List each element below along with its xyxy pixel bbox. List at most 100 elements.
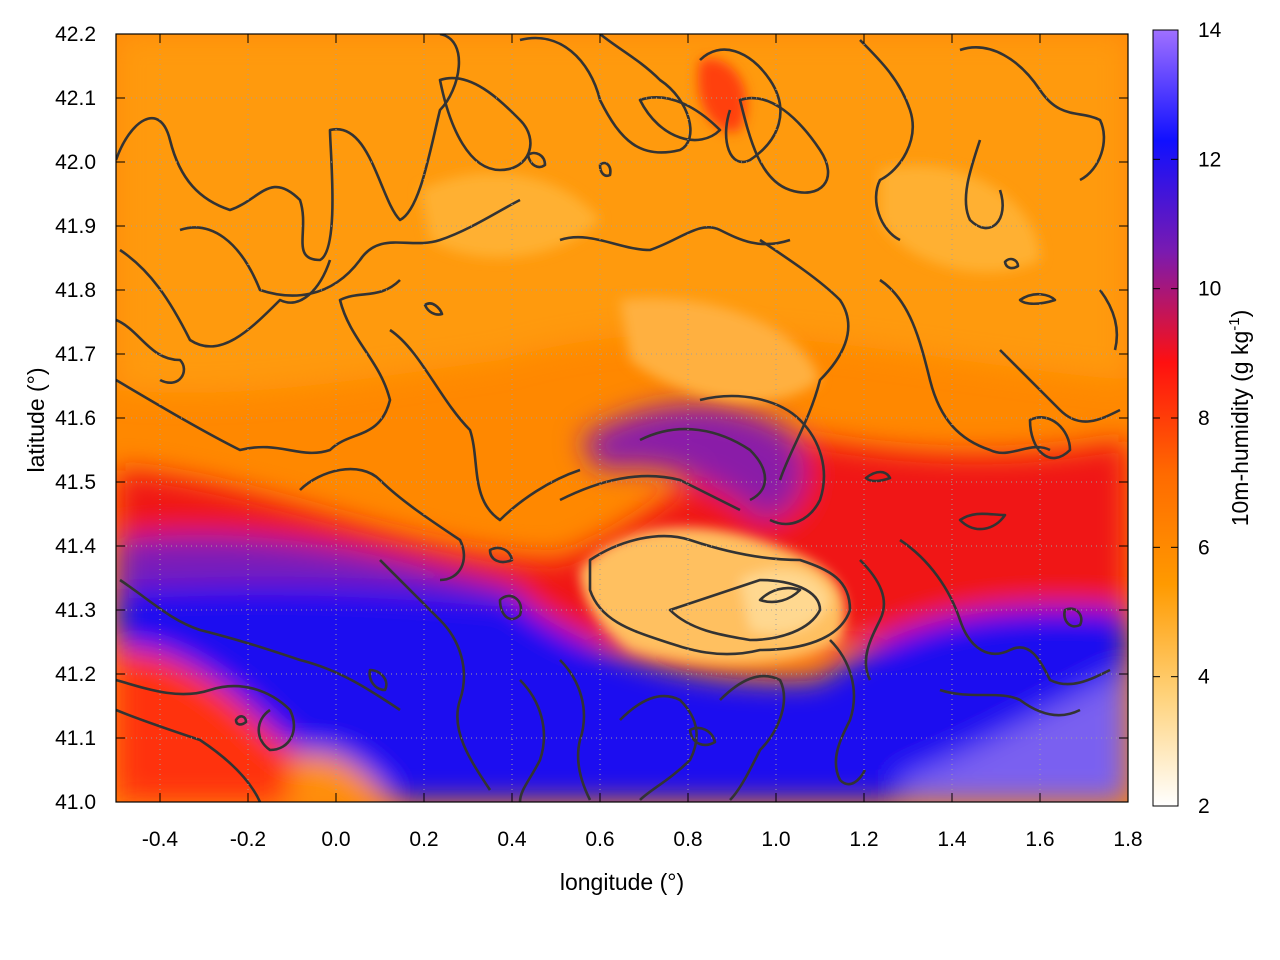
x-tick-label: 1.2 (849, 828, 878, 851)
contour-line (1063, 607, 1083, 628)
contour-line (899, 538, 1111, 686)
contour-line (598, 161, 612, 178)
contour-line (299, 467, 466, 582)
contour-line (368, 668, 388, 692)
x-tick-label: 1.0 (761, 828, 790, 851)
colorbar-title-end: ) (1227, 310, 1253, 318)
contour-line (699, 48, 782, 164)
heatmap-central-driest (740, 569, 830, 634)
contour-line (116, 678, 296, 752)
x-tick-label: 1.6 (1025, 828, 1054, 851)
y-tick-label: 41.2 (55, 663, 96, 686)
contour-line (116, 708, 262, 802)
contour-line (964, 139, 1004, 230)
contour-line (423, 302, 444, 316)
contour-line (116, 34, 461, 262)
heatmap-blue-south (116, 585, 1128, 802)
colorbar-title: 10m-humidity (g kg-1) (1226, 310, 1253, 527)
contour-line (1003, 257, 1020, 270)
colorbar-tick-label: 2 (1198, 795, 1210, 818)
y-tick-label: 41.5 (55, 471, 96, 494)
y-tick-label: 42.2 (55, 23, 96, 46)
contour-line (559, 225, 791, 252)
x-tick-label: -0.4 (142, 828, 179, 851)
x-tick-label: -0.2 (230, 828, 266, 851)
y-tick-label: 42.0 (55, 151, 96, 174)
y-tick-label: 41.9 (55, 215, 96, 238)
contour-line (518, 679, 546, 802)
contour-overlay (116, 34, 1121, 802)
x-tick-label: 1.4 (937, 828, 967, 851)
contour-line (668, 578, 822, 642)
heatmap-red-sw (116, 648, 380, 802)
heatmap-red-ridge-north (698, 58, 747, 132)
y-tick-label: 41.4 (55, 535, 96, 558)
heatmap-yellow-center (620, 298, 820, 402)
contour-line (116, 318, 186, 384)
y-tick-label: 41.0 (55, 791, 96, 814)
y-tick-label: 41.6 (55, 407, 96, 430)
contour-line (829, 639, 867, 786)
contour-line (859, 39, 914, 242)
x-tick-label: 1.8 (1113, 828, 1142, 851)
contour-line (699, 394, 826, 526)
contour-line (519, 34, 692, 154)
contour-line (1098, 289, 1119, 351)
y-tick-label: 41.3 (55, 599, 96, 622)
y-tick-label: 41.1 (55, 727, 96, 750)
y-tick-label: 41.7 (55, 343, 96, 366)
x-tick-label: 0.4 (497, 828, 527, 851)
colorbar-ticks: 2 4 6 8 10 12 14 (1153, 19, 1222, 818)
colorbar-title-superscript: -1 (1226, 317, 1243, 330)
contour-line (958, 512, 1007, 531)
grid (116, 34, 1128, 802)
contour-line (638, 96, 722, 142)
contour-line (688, 726, 717, 747)
contour-line (116, 279, 401, 455)
y-tick-label: 42.1 (55, 87, 96, 110)
x-tick-label: 0.6 (585, 828, 614, 851)
contour-line (1018, 292, 1057, 306)
contour-line (119, 578, 401, 712)
contour-line (588, 534, 852, 656)
x-tick-label: 0.8 (673, 828, 702, 851)
contour-line (959, 46, 1106, 182)
contour-line (719, 674, 786, 801)
colorbar-tick-label: 8 (1198, 407, 1210, 430)
contour-line (559, 474, 741, 512)
contour-line (879, 278, 1051, 455)
colorbar-tick-label: 6 (1198, 536, 1210, 559)
contour-line (389, 328, 581, 522)
y-tick-label: 41.8 (55, 279, 96, 302)
contour-line (498, 594, 523, 621)
heatmap-purple-arc (580, 404, 805, 520)
x-axis: -0.4 -0.2 0.0 0.2 0.4 0.6 0.8 1.0 1.2 1.4 1.6 1.8 (142, 34, 1143, 851)
contour-line (119, 248, 332, 348)
colorbar-title-main: 10m-humidity (g kg (1227, 331, 1253, 527)
contour-line (379, 559, 492, 791)
contour-line (639, 427, 767, 502)
contour-line (939, 688, 1081, 717)
colorbar-tick-label: 14 (1198, 19, 1222, 42)
contour-line (234, 715, 248, 726)
contour-line (864, 470, 892, 483)
heatmap-light-purple-se (900, 670, 1128, 802)
contour-line (179, 198, 521, 297)
heatmap-yellow-north (420, 173, 600, 258)
contour-line (758, 586, 802, 604)
colorbar-tick-label: 10 (1198, 278, 1221, 301)
x-axis-title: longitude (°) (560, 869, 684, 895)
x-tick-label: 0.2 (409, 828, 438, 851)
colorbar-tick-label: 4 (1198, 666, 1210, 689)
heatmap-orange-sw (290, 752, 390, 802)
contour-line (759, 238, 850, 481)
colorbar-tick-label: 12 (1198, 148, 1221, 171)
y-axis-title: latitude (°) (23, 367, 49, 472)
contour-line (1028, 416, 1072, 460)
heatmap-orange-north (116, 34, 1128, 393)
contour-line (859, 559, 886, 681)
colorbar: 2 4 6 8 10 12 14 10m-humidity (g kg-1) (1152, 19, 1253, 818)
contour-line (559, 659, 592, 801)
y-axis: 41.0 41.1 41.2 41.3 41.4 41.5 41.6 41.7 41.8 41.9… (55, 23, 1128, 814)
